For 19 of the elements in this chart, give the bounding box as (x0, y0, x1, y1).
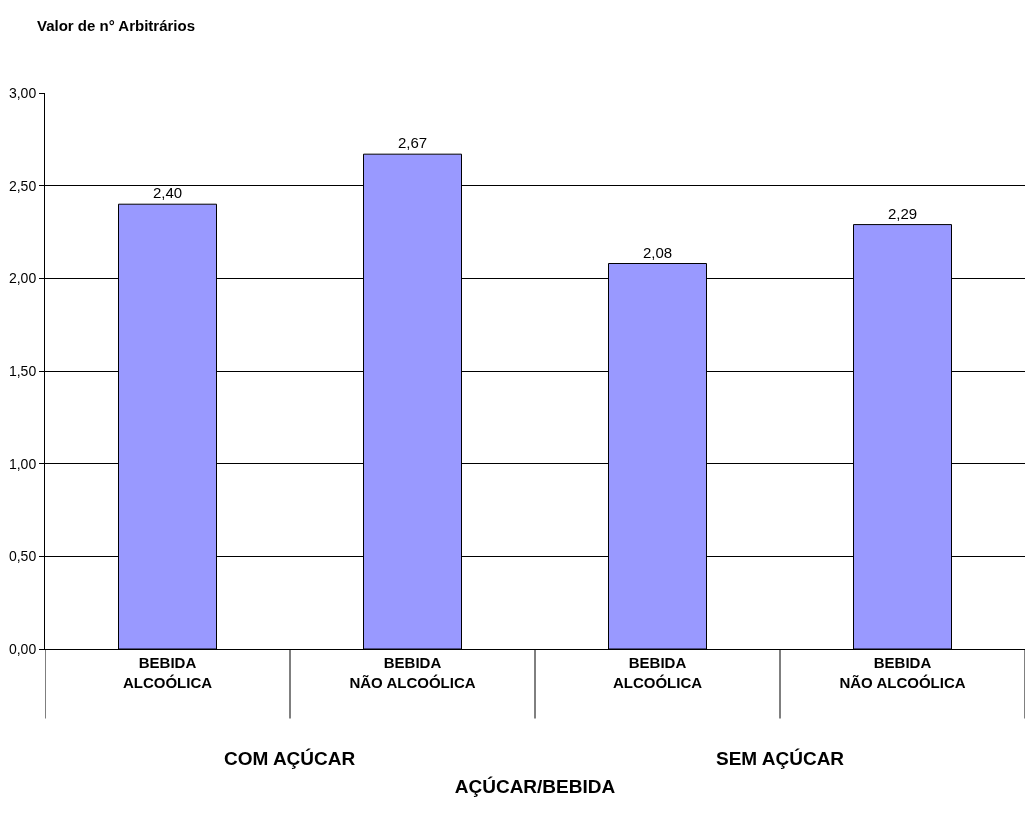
y-tick-label: 3,00 (8, 84, 37, 101)
y-axis-title: Valor de n° Arbitrários (37, 17, 195, 34)
y-tick-label: 2,50 (8, 177, 37, 194)
x-tick-label: BEBIDA NÃO ALCOÓLICA (839, 654, 966, 691)
text: SEM AÇÚCAR (716, 748, 845, 769)
x-tick-label: BEBIDA ALCOÓLICA (122, 654, 213, 691)
data-label: 2,29 (887, 204, 918, 222)
y-tick-label: 1,00 (8, 455, 37, 472)
y-tick-label: 2,00 (8, 270, 37, 287)
data-label: 2,40 (152, 184, 183, 202)
text: COM AÇÚCAR (224, 748, 356, 769)
y-tick-label: 0,50 (8, 548, 37, 565)
data-label: 2,67 (397, 134, 428, 152)
data-label: 2,08 (642, 243, 673, 261)
y-tick-label: 0,00 (8, 640, 37, 657)
y-tick-label: 1,50 (8, 362, 37, 379)
x-axis-title: AÇÚCAR/BEBIDA (454, 776, 616, 798)
x-tick-label: BEBIDA NÃO ALCOÓLICA (349, 654, 476, 691)
x-tick-label: BEBIDA ALCOÓLICA (612, 654, 703, 691)
